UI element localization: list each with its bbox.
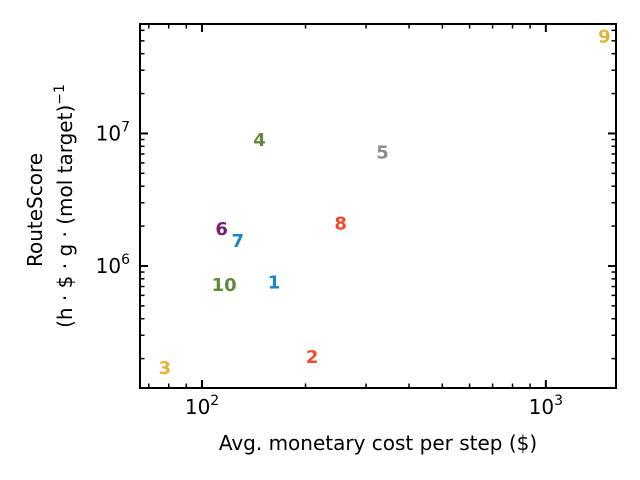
y-axis-label-line2: (h · $ · g · (mol target)−1 (52, 84, 77, 328)
data-points: 1 2 3 4 5 67 8 9 10 (159, 26, 611, 379)
y-axis-label-line1: RouteScore (23, 153, 47, 267)
point-label-2: 2 (306, 347, 319, 368)
x-axis-label: Avg. monetary cost per step ($) (219, 431, 537, 455)
tick-exponent: 6 (121, 252, 130, 268)
point-label-10: 10 (212, 275, 237, 296)
point-label-8: 8 (334, 213, 347, 234)
y-axis-label-sup: −1 (52, 84, 68, 105)
point-label-4: 4 (253, 130, 266, 151)
point-label-3: 3 (159, 358, 172, 379)
tick-exponent: 3 (554, 393, 563, 409)
point-label-1: 1 (268, 273, 281, 294)
point-label-5: 5 (376, 142, 389, 163)
tick-base: 10 (185, 395, 210, 419)
plot-area (140, 24, 616, 388)
tick-base: 10 (529, 395, 554, 419)
plot-frame (139, 23, 617, 389)
tick-base: 10 (96, 121, 121, 145)
y-axis-label-line2-text: (h · $ · g · (mol target) (53, 105, 77, 328)
x-tick-label: 103 (529, 393, 563, 419)
x-tick-label: 102 (185, 393, 219, 419)
tick-exponent: 7 (121, 119, 130, 135)
tick-exponent: 2 (210, 393, 219, 409)
y-tick-label: 107 (96, 119, 130, 145)
point-label-9: 9 (598, 26, 611, 47)
point-label-6: 6 (215, 219, 228, 240)
y-tick-label: 106 (96, 252, 130, 278)
tick-base: 10 (96, 254, 121, 278)
point-label-7: 7 (231, 231, 244, 252)
